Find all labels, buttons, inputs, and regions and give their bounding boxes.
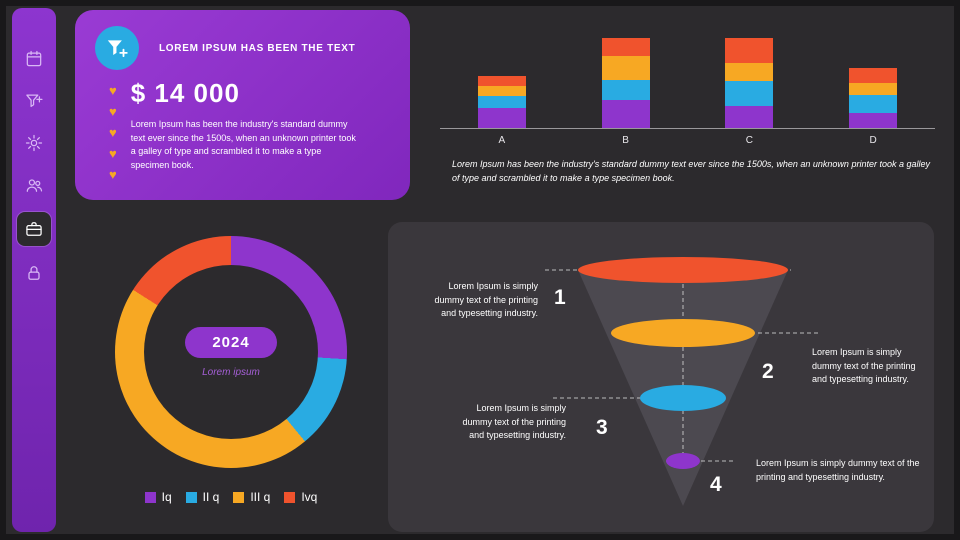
heart-icon: ♥ <box>109 83 117 98</box>
legend-label: III q <box>250 490 271 504</box>
bar-A <box>477 76 526 128</box>
bar-axis-label: B <box>622 135 629 146</box>
funnel-step-text-1: Lorem Ipsum is simply dummy text of the … <box>434 281 538 318</box>
bar-segment-IVq <box>477 76 526 86</box>
heart-icon: ♥ <box>109 104 117 119</box>
bar-plot-area <box>440 28 935 128</box>
bar-segment-IIIq <box>601 56 650 80</box>
bar-segment-IIq <box>477 96 526 108</box>
hearts-list: ♥ ♥ ♥ ♥ ♥ <box>109 84 117 181</box>
donut-chart: 2024 Lorem ipsum Iq II q III q Ivq <box>96 236 366 504</box>
bar-segment-Iq <box>849 113 898 128</box>
legend-swatch <box>233 491 245 503</box>
lock-icon[interactable] <box>19 258 49 288</box>
donut-hole: 2024 Lorem ipsum <box>144 265 318 439</box>
heart-icon: ♥ <box>109 146 117 161</box>
filter-icon[interactable] <box>19 86 49 116</box>
stacked-bar-chart: A B C D <box>440 28 935 146</box>
sidebar <box>12 8 56 532</box>
funnel-step-number-3: 3 <box>596 416 608 439</box>
bar-B <box>601 38 650 128</box>
funnel-step-text-3: Lorem Ipsum is simply dummy text of the … <box>462 403 566 440</box>
bar-segment-IIq <box>601 80 650 100</box>
bar-segment-Iq <box>725 106 774 128</box>
stat-card-header: LOREM IPSUM HAS BEEN THE TEXT <box>95 26 390 70</box>
bar-segment-IIIq <box>849 83 898 95</box>
bar-axis-label: D <box>869 135 877 146</box>
x-axis-line <box>440 128 935 129</box>
heart-icon: ♥ <box>109 125 117 140</box>
funnel-step-number-4: 4 <box>710 473 722 496</box>
stat-card: LOREM IPSUM HAS BEEN THE TEXT ♥ ♥ ♥ ♥ ♥ $ 14… <box>75 10 410 200</box>
funnel-step-number-1: 1 <box>554 286 566 309</box>
calendar-icon[interactable] <box>19 44 49 74</box>
stat-description: Lorem Ipsum has been the industry's stan… <box>130 119 356 170</box>
settings-icon[interactable] <box>19 128 49 158</box>
x-axis-labels: A B C D <box>440 135 935 146</box>
stat-amount: $ 14 000 <box>130 78 240 108</box>
donut-legend: Iq II q III q Ivq <box>96 490 366 504</box>
bar-segment-Iq <box>477 108 526 128</box>
donut-sublabel: Lorem ipsum <box>202 366 260 378</box>
bar-axis-label: C <box>745 135 753 146</box>
legend-swatch <box>144 491 156 503</box>
legend-label: Ivq <box>301 490 318 504</box>
legend-swatch <box>284 491 296 503</box>
stat-card-body: ♥ ♥ ♥ ♥ ♥ $ 14 000 Lorem Ipsum has been the … <box>109 78 390 181</box>
bar-segment-IIq <box>849 95 898 113</box>
legend-swatch <box>185 491 197 503</box>
heart-icon: ♥ <box>109 167 117 182</box>
year-pill: 2024 <box>185 326 277 358</box>
funnel-diagram <box>545 257 818 506</box>
bar-segment-Iq <box>601 100 650 128</box>
bar-segment-IIq <box>725 81 774 106</box>
legend-item: Ivq <box>284 490 317 504</box>
legend-item: III q <box>233 490 270 504</box>
donut-ring: 2024 Lorem ipsum <box>115 236 347 468</box>
legend-item: Iq <box>144 490 172 504</box>
bar-segment-IVq <box>725 38 774 63</box>
legend-label: Iq <box>161 490 172 504</box>
bar-C <box>725 38 774 128</box>
legend-item: II q <box>185 490 220 504</box>
bar-segment-IVq <box>601 38 650 56</box>
briefcase-icon[interactable] <box>17 212 51 246</box>
funnel-step-text-2: Lorem Ipsum is simply dummy text of the … <box>812 347 916 384</box>
funnel-card: 1 Lorem Ipsum is simply dummy text of the… <box>388 222 934 532</box>
bar-segment-IIIq <box>477 86 526 96</box>
bar-segment-IVq <box>849 68 898 83</box>
funnel-step-number-2: 2 <box>762 360 774 383</box>
bar-segment-IIIq <box>725 63 774 81</box>
stat-card-title: LOREM IPSUM HAS BEEN THE TEXT <box>159 42 356 54</box>
bar-D <box>849 68 898 128</box>
bar-chart-caption: Lorem Ipsum has been the industry's stan… <box>452 159 930 183</box>
users-icon[interactable] <box>19 170 49 200</box>
bar-axis-label: A <box>498 135 506 146</box>
funnel-step-text-4: Lorem Ipsum is simply dummy text of the … <box>756 458 920 482</box>
legend-label: II q <box>202 490 220 504</box>
funnel-plus-icon <box>95 26 139 70</box>
